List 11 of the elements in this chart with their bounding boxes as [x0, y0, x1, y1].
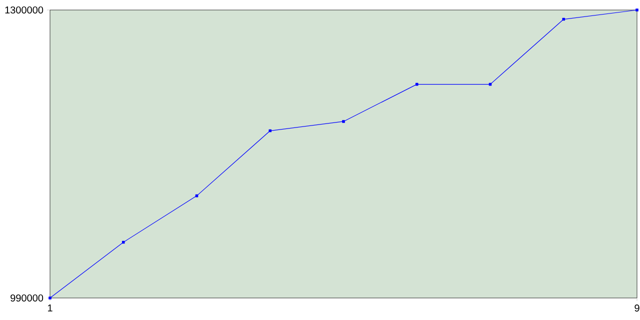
y-tick-label: 1300000	[5, 6, 44, 14]
x-tick-label: 1	[48, 304, 52, 312]
point	[342, 120, 345, 123]
y-tick-label: 990000	[10, 294, 44, 302]
point	[415, 82, 418, 86]
point	[122, 240, 125, 244]
point	[636, 8, 638, 12]
point	[268, 129, 272, 132]
point	[562, 18, 566, 21]
point	[48, 296, 52, 300]
x-tick-label: 9	[634, 304, 640, 312]
